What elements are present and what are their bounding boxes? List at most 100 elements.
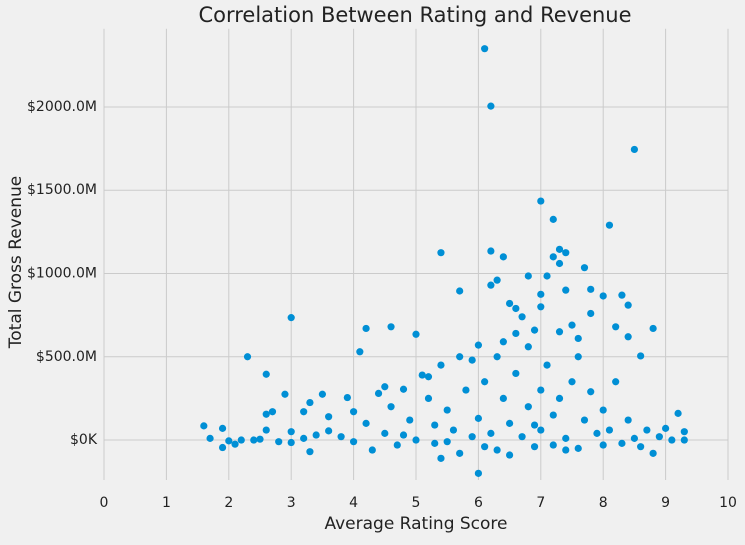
point [424,394,433,402]
point [580,264,589,272]
point [262,410,270,418]
point [537,303,545,311]
point [487,429,495,437]
point [549,215,557,223]
point [462,386,470,394]
point [537,197,545,205]
point [399,385,408,393]
point [549,253,557,261]
point [499,394,507,402]
point [605,426,614,434]
point [618,291,626,299]
point [225,437,233,445]
point [256,435,264,443]
point [537,386,545,394]
y-tick-label: $0K [70,432,98,448]
point [530,326,539,334]
point [287,428,295,436]
x-tick-label: 1 [162,495,171,511]
point [574,334,582,343]
point [624,416,632,424]
point [468,433,476,441]
point [587,309,595,318]
point [356,348,364,356]
point [568,378,576,386]
point [468,356,476,364]
point [381,429,389,437]
point [268,408,277,416]
point [562,249,570,257]
point [537,290,545,298]
point [555,328,564,336]
point [506,451,514,459]
point [474,341,482,349]
point [587,285,595,293]
point [306,448,314,456]
x-tick-label: 3 [287,495,296,511]
point [662,424,670,432]
point [424,373,433,381]
point [406,416,414,424]
y-tick-label: $1500.0M [27,182,97,198]
x-tick-label: 4 [349,495,358,511]
point [599,406,607,414]
point [543,272,551,280]
point [350,408,358,416]
point [431,421,439,429]
y-tick-label: $2000.0M [27,99,97,115]
point [362,419,370,427]
point [362,324,370,333]
point [580,416,589,424]
point [275,438,283,446]
point [418,371,426,379]
point [456,449,464,457]
point [481,45,489,53]
point [287,438,295,447]
point [312,431,320,439]
point [524,272,532,280]
point [512,369,520,378]
point [618,439,626,447]
point [555,245,564,253]
point [612,323,620,331]
point [437,249,445,257]
point [481,443,489,451]
point [568,321,576,329]
point [237,436,245,444]
point [368,446,376,454]
point [243,353,252,361]
point [218,443,227,452]
point [543,361,551,369]
point [481,378,489,386]
point [387,323,395,331]
point [493,446,501,454]
point [587,388,595,396]
point [512,329,520,338]
point [487,247,495,255]
point [637,443,645,451]
point [206,434,214,442]
chart-title: Correlation Between Rating and Revenue [198,3,631,27]
point [562,286,570,294]
point [612,378,620,386]
point [649,324,657,333]
point [474,469,482,477]
point [518,433,526,441]
point [506,299,514,308]
point [449,426,458,434]
point [624,301,632,309]
point [506,419,514,427]
point [555,394,564,402]
x-tick-label: 0 [100,495,109,511]
point [287,314,295,322]
point [530,443,539,451]
point [524,403,532,411]
point [599,292,607,300]
point [218,424,227,432]
x-tick-label: 9 [661,495,670,511]
point [231,440,239,448]
point [562,434,570,442]
point [524,343,532,351]
point [655,433,663,441]
